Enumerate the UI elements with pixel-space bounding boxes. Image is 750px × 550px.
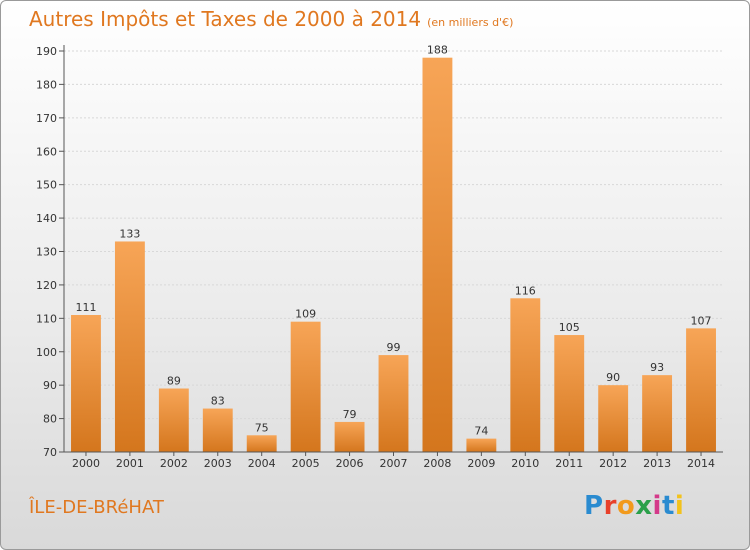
value-label: 79 <box>343 408 357 421</box>
y-tick-label: 90 <box>43 379 57 392</box>
value-label: 89 <box>167 375 181 388</box>
x-tick-label: 2003 <box>204 457 232 470</box>
x-tick-label: 2011 <box>555 457 583 470</box>
bar-2002 <box>158 388 189 452</box>
x-tick-label: 2002 <box>160 457 188 470</box>
logo-letter: x <box>635 491 653 521</box>
y-tick-label: 120 <box>36 279 57 292</box>
bar-2001 <box>114 241 145 452</box>
logo-letter: i <box>652 491 662 521</box>
bar-2004 <box>246 435 277 452</box>
logo-letter: o <box>616 491 636 521</box>
logo-letter: t <box>661 491 675 521</box>
value-label: 90 <box>606 371 620 384</box>
x-tick-label: 2005 <box>292 457 320 470</box>
value-label: 107 <box>691 314 712 327</box>
bar-2006 <box>334 421 365 452</box>
location-name: ÎLE-DE-BRéHAT <box>29 497 164 518</box>
x-tick-label: 2004 <box>248 457 276 470</box>
bar-2000 <box>71 314 101 452</box>
bar-2003 <box>202 408 233 452</box>
x-tick-label: 2000 <box>72 457 100 470</box>
bar-2012 <box>598 385 629 452</box>
bar-2013 <box>642 375 673 452</box>
value-label: 74 <box>474 425 488 438</box>
y-tick-label: 130 <box>36 246 57 259</box>
logo-letter: P <box>584 491 604 521</box>
value-label: 188 <box>427 44 448 57</box>
y-tick-label: 180 <box>36 78 57 91</box>
chart-unit: (en milliers d'€) <box>427 16 514 29</box>
bar-2010 <box>510 298 541 452</box>
x-tick-label: 2014 <box>687 457 715 470</box>
value-label: 105 <box>559 321 580 334</box>
y-tick-label: 110 <box>36 312 57 325</box>
chart-title-text: Autres Impôts et Taxes de 2000 à 2014 <box>29 7 422 31</box>
value-label: 109 <box>295 308 316 321</box>
y-tick-label: 70 <box>43 446 57 459</box>
logo-letter: i <box>674 491 685 521</box>
bar-2011 <box>554 335 585 452</box>
proxiti-logo: Proxiti <box>584 491 684 521</box>
chart-title: Autres Impôts et Taxes de 2000 à 2014 (en… <box>29 7 513 31</box>
x-tick-label: 2001 <box>116 457 144 470</box>
logo-letter: r <box>603 491 617 521</box>
y-tick-label: 150 <box>36 179 57 192</box>
bar-2005 <box>290 321 321 452</box>
bar-2009 <box>466 438 497 452</box>
y-tick-label: 170 <box>36 112 57 125</box>
bars <box>71 57 716 452</box>
x-tick-label: 2009 <box>467 457 495 470</box>
bar-2007 <box>378 355 409 452</box>
y-tick-label: 100 <box>36 346 57 359</box>
value-label: 75 <box>255 421 269 434</box>
x-tick-label: 2006 <box>336 457 364 470</box>
value-label: 93 <box>650 361 664 374</box>
y-tick-label: 80 <box>43 413 57 426</box>
value-label: 99 <box>387 341 401 354</box>
bar-2008 <box>422 57 453 452</box>
x-tick-label: 2010 <box>511 457 539 470</box>
bar-2014 <box>686 328 716 452</box>
labels: 70 80 90 100 110 120 130 140 150 160 170 180 190 111 2… <box>36 44 715 470</box>
x-tick-label: 2007 <box>380 457 408 470</box>
x-tick-label: 2008 <box>423 457 451 470</box>
value-label: 83 <box>211 395 225 408</box>
value-label: 111 <box>75 301 96 314</box>
value-label: 116 <box>515 284 536 297</box>
y-tick-label: 160 <box>36 145 57 158</box>
x-tick-label: 2012 <box>599 457 627 470</box>
y-tick-label: 190 <box>36 45 57 58</box>
y-tick-label: 140 <box>36 212 57 225</box>
axes <box>59 45 723 456</box>
x-tick-label: 2013 <box>643 457 671 470</box>
value-label: 133 <box>119 227 140 240</box>
